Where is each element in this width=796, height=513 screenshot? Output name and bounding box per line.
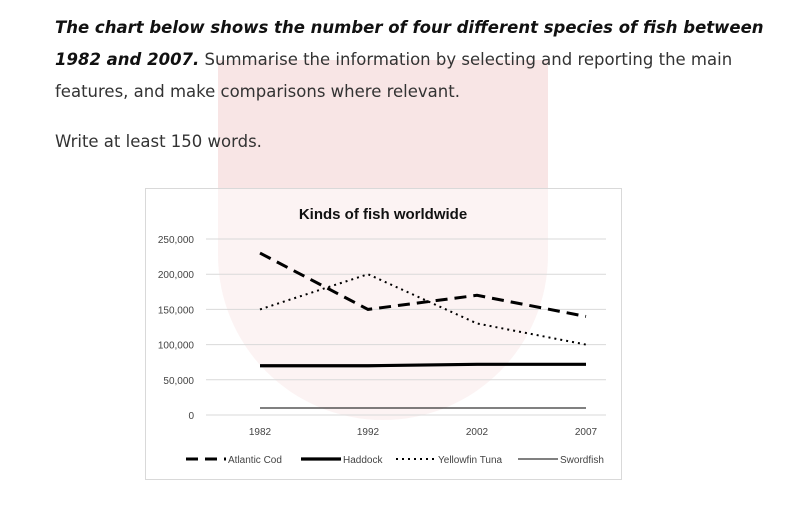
x-tick-label: 2007	[575, 427, 598, 438]
series-line-atlantic-cod	[259, 251, 587, 318]
y-tick-label: 50,000	[163, 376, 194, 387]
legend-label: Yellowfin Tuna	[438, 455, 503, 466]
series-line-yellowfin-tuna	[259, 273, 587, 346]
y-tick-label: 250,000	[158, 235, 195, 246]
chart-svg: Kinds of fish worldwide 0 50,000 100,000 150…	[158, 206, 606, 466]
y-tick-label: 150,000	[158, 305, 195, 316]
x-tick-label: 1992	[357, 427, 380, 438]
y-tick-label: 100,000	[158, 341, 195, 352]
y-tick-label: 200,000	[158, 270, 195, 281]
y-tick-label: 0	[188, 411, 194, 422]
line-chart: Kinds of fish worldwide 0 50,000 100,000 150…	[145, 188, 622, 480]
x-tick-label: 1982	[249, 427, 272, 438]
legend-label: Atlantic Cod	[228, 455, 282, 466]
x-tick-label: 2002	[466, 427, 489, 438]
legend-label: Haddock	[343, 455, 383, 466]
task-prompt: The chart below shows the number of four…	[55, 12, 775, 108]
prompt-bold: The chart below shows the number of four…	[55, 18, 764, 69]
prompt-rest: Summarise the information by selecting a…	[55, 50, 733, 101]
series-line-haddock	[260, 362, 586, 368]
legend-label: Swordfish	[560, 455, 604, 466]
chart-title: Kinds of fish worldwide	[299, 206, 467, 223]
word-requirement: Write at least 150 words.	[55, 132, 262, 151]
